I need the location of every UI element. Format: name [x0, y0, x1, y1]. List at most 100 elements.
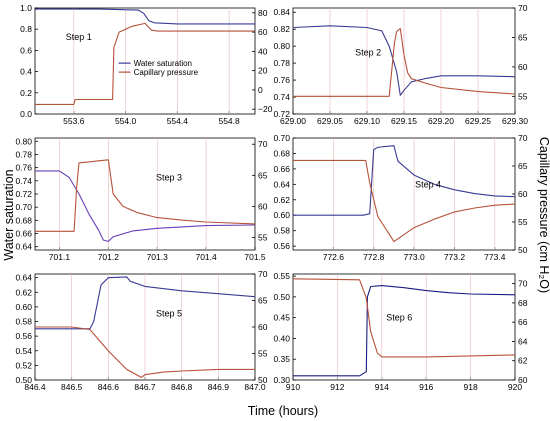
y-right-tick-label: 55 [258, 349, 268, 359]
y-left-tick-label: 0.80 [273, 41, 290, 51]
y-left-tick-label: 0.62 [15, 287, 32, 297]
x-tick-label: 912 [330, 382, 344, 392]
y-left-tick-label: 0.64 [15, 273, 32, 283]
capillary-pressure-line [35, 22, 255, 105]
step-label: Step 6 [386, 313, 412, 323]
y-left-tick-label: 0.8 [20, 24, 32, 34]
x-tick-label: 772.8 [363, 252, 385, 262]
y-left-tick-label: 0.78 [15, 149, 32, 159]
y-left-tick-label: 0.54 [15, 346, 32, 356]
x-tick-label: 629.10 [354, 116, 380, 126]
y-right-tick-label: 64 [518, 336, 528, 346]
water-saturation-line [35, 8, 255, 25]
x-tick-label: 846.6 [98, 382, 120, 392]
y-left-tick-label: 0.60 [273, 210, 290, 220]
y-left-tick-label: 0.35 [273, 354, 290, 364]
y-right-tick-label: 65 [258, 170, 268, 180]
x-tick-label: 629.30 [502, 116, 528, 126]
chart-panel-6: 910 912 914 916 918 920 0.30 0.35 0.40 0.45 0.50 0.… [273, 271, 527, 392]
y-right-tick-label: 20 [258, 66, 268, 76]
step-label: Step 5 [156, 308, 182, 318]
x-tick-label: 773.4 [484, 252, 506, 262]
y-left-tick-label: 0.45 [273, 313, 290, 323]
plot-frame [292, 273, 516, 381]
x-tick-label: 629.25 [465, 116, 491, 126]
y-right-tick-label: 65 [258, 296, 268, 306]
y-left-tick-label: 0.56 [15, 331, 32, 341]
y-right-tick-label: 0 [258, 85, 263, 95]
y-left-tick-label: 0.0 [20, 109, 32, 119]
x-axis-title: Time (hours) [248, 404, 318, 418]
y-right-tick-label: 70 [518, 279, 528, 289]
y-right-tick-label: 60 [518, 189, 528, 199]
y-left-tick-label: 0.30 [273, 375, 290, 385]
left-axis-title: Water saturation [2, 169, 16, 260]
x-tick-label: 701.1 [49, 252, 71, 262]
y-left-tick-label: 0.74 [273, 92, 290, 102]
right-axis-title: Capillary pressure (cm H₂O) [537, 137, 550, 293]
x-tick-label: 554.4 [167, 116, 189, 126]
y-right-tick-label: 40 [258, 46, 268, 56]
y-right-tick-label: 60 [518, 375, 528, 385]
y-right-tick-label: 50 [258, 375, 268, 385]
y-left-tick-label: 0.76 [15, 163, 32, 173]
chart-panel-4: 772.6 772.8 773.0 773.2 773.4 0.56 0.58 0.60 0.6… [273, 133, 527, 262]
x-tick-label: 916 [419, 382, 433, 392]
y-right-tick-label: 68 [518, 298, 528, 308]
x-tick-label: 847.0 [244, 382, 266, 392]
capillary-pressure-line [293, 159, 516, 243]
y-right-tick-label: 66 [518, 317, 528, 327]
y-right-tick-label: 50 [518, 245, 528, 255]
y-left-tick-label: 0.50 [15, 375, 32, 385]
water-saturation-line [35, 276, 256, 330]
x-tick-label: 629.05 [317, 116, 343, 126]
step-label: Step 4 [415, 179, 441, 189]
y-right-tick-label: −20 [258, 104, 273, 114]
y-left-tick-label: 0.76 [273, 75, 290, 85]
y-left-tick-label: 0.78 [273, 58, 290, 68]
y-right-tick-label: 55 [518, 91, 528, 101]
x-tick-label: 554.8 [218, 116, 240, 126]
y-right-tick-label: 65 [518, 161, 528, 171]
x-tick-label: 910 [286, 382, 300, 392]
legend-entry: Capillary pressure [134, 68, 199, 77]
y-left-tick-label: 0.72 [273, 109, 290, 119]
y-right-tick-label: 70 [258, 269, 268, 279]
chart-panel-3: 701.1 701.2 701.3 701.4 701.5 0.64 0.66 0.68 0.7… [15, 136, 267, 262]
y-left-tick-label: 0.70 [273, 133, 290, 143]
y-left-tick-label: 0.80 [15, 136, 32, 146]
y-left-tick-label: 0.40 [273, 333, 290, 343]
capillary-pressure-line [35, 326, 255, 378]
x-tick-label: 629.00 [280, 116, 306, 126]
y-right-tick-label: 80 [258, 8, 268, 18]
x-tick-label: 701.3 [147, 252, 169, 262]
chart-panel-5: 846.4 846.5 846.6 846.7 846.8 846.9 847.0 0.50 0… [15, 269, 267, 392]
y-right-tick-label: 70 [518, 133, 528, 143]
y-right-tick-label: 55 [258, 233, 268, 243]
x-tick-label: 914 [375, 382, 389, 392]
y-left-tick-label: 0.62 [273, 195, 290, 205]
capillary-pressure-line [35, 159, 256, 232]
chart-panel-1: 553.6 554.0 554.4 554.8 0.0 0.2 0.4 0.6 0.8 1.0 −2… [20, 3, 273, 126]
y-left-tick-label: 0.74 [15, 176, 32, 186]
x-tick-label: 846.5 [61, 382, 83, 392]
y-left-tick-label: 0.55 [273, 271, 290, 281]
y-left-tick-label: 0.58 [15, 317, 32, 327]
capillary-pressure-line [293, 28, 516, 97]
x-tick-label: 846.7 [134, 382, 156, 392]
y-right-tick-label: 60 [258, 201, 268, 211]
x-tick-label: 846.8 [171, 382, 193, 392]
y-right-tick-label: 55 [518, 217, 528, 227]
step-label: Step 2 [355, 48, 381, 58]
y-left-tick-label: 0.64 [273, 179, 290, 189]
step-label: Step 3 [156, 173, 182, 183]
y-left-tick-label: 0.70 [15, 202, 32, 212]
y-right-tick-label: 65 [518, 32, 528, 42]
x-tick-label: 772.6 [323, 252, 345, 262]
y-left-tick-label: 1.0 [20, 3, 32, 13]
x-tick-label: 553.6 [63, 116, 85, 126]
y-left-tick-label: 0.66 [273, 164, 290, 174]
chart-panel-2: 629.00 629.05 629.10 629.15 629.20 629.25 629.… [273, 3, 528, 126]
y-left-tick-label: 0.64 [15, 242, 32, 252]
